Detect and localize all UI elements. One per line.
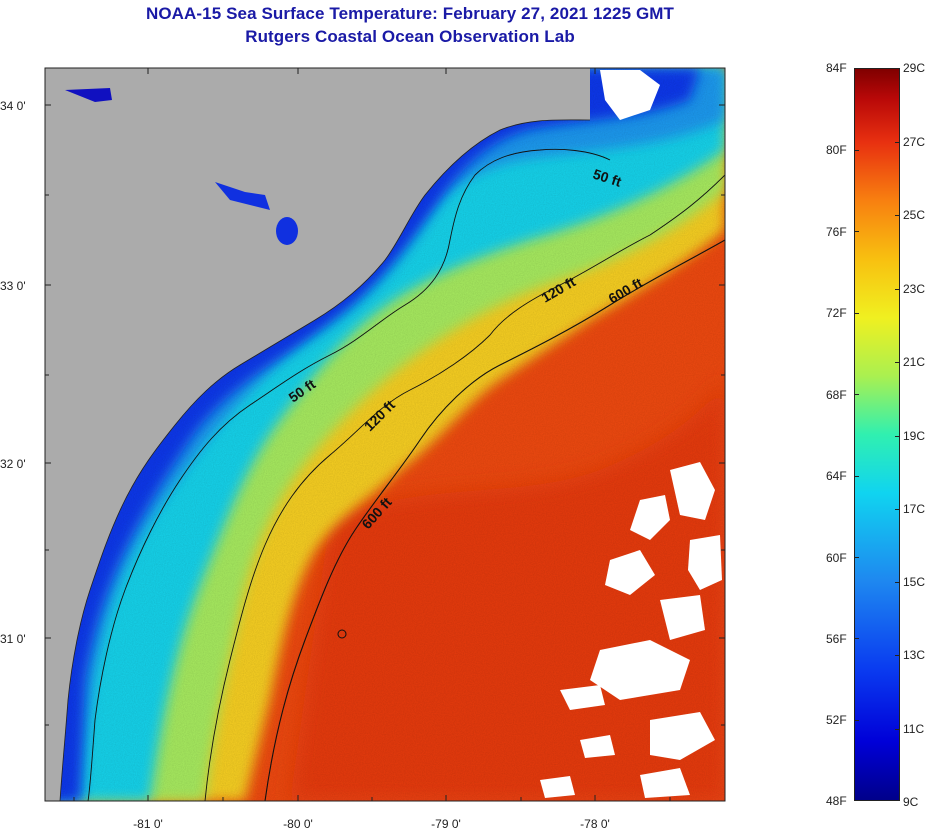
inland-lake: [276, 217, 298, 245]
cbar-f-label: 60F: [826, 551, 847, 565]
lon-label: -81 0': [133, 817, 163, 831]
cbar-f-label: 84F: [826, 61, 847, 75]
cbar-c-label: 15C: [903, 575, 926, 589]
cbar-tick: [854, 231, 859, 232]
cbar-tick: [895, 215, 900, 216]
map-subtitle: Rutgers Coastal Ocean Observation Lab: [245, 27, 575, 46]
cbar-tick: [895, 655, 900, 656]
cbar-tick: [895, 362, 900, 363]
cbar-f-label: 68F: [826, 388, 847, 402]
cbar-tick: [854, 557, 859, 558]
latitude-axis: 34 0' 33 0' 32 0' 31 0': [0, 99, 725, 726]
cbar-c-label: 9C: [903, 795, 919, 809]
lat-label: 34 0': [0, 99, 26, 113]
contour-600ft: [264, 239, 725, 801]
inland-lake: [65, 88, 112, 102]
cbar-tick: [895, 289, 900, 290]
cbar-f-label: 52F: [826, 713, 847, 727]
cbar-tick: [895, 582, 900, 583]
cbar-c-label: 11C: [903, 722, 925, 736]
cbar-c-label: 29C: [903, 61, 926, 75]
lon-label: -79 0': [431, 817, 461, 831]
map-title: NOAA-15 Sea Surface Temperature: Februar…: [145, 4, 675, 23]
cbar-tick: [854, 394, 859, 395]
cbar-c-label: 13C: [903, 648, 926, 662]
lon-label: -80 0': [283, 817, 313, 831]
temperature-colorbar: [854, 68, 900, 801]
cbar-tick: [895, 509, 900, 510]
cbar-c-label: 27C: [903, 135, 926, 149]
cbar-c-label: 17C: [903, 502, 926, 516]
cbar-c-label: 19C: [903, 429, 926, 443]
cbar-tick: [854, 720, 859, 721]
cbar-tick: [895, 729, 900, 730]
land-mass-top: [45, 68, 590, 801]
lon-label: -78 0': [580, 817, 610, 831]
cbar-f-label: 80F: [826, 143, 847, 157]
cbar-f-label: 56F: [826, 632, 847, 646]
coastline: [59, 119, 591, 801]
cbar-f-label: 64F: [826, 469, 847, 483]
contour-50ft: [87, 148, 611, 801]
cbar-f-label: 48F: [826, 794, 847, 808]
cbar-tick: [895, 436, 900, 437]
cbar-c-label: 23C: [903, 282, 926, 296]
contour-ring: [337, 629, 347, 639]
lat-label: 33 0': [0, 279, 26, 293]
cbar-tick: [854, 476, 859, 477]
longitude-axis: -81 0' -80 0' -79 0' -78 0': [73, 68, 671, 831]
cbar-tick: [895, 142, 900, 143]
cbar-f-label: 76F: [826, 225, 847, 239]
inland-lake: [215, 182, 270, 210]
map-plot-area: [45, 68, 725, 801]
cbar-c-label: 25C: [903, 208, 926, 222]
cbar-tick: [854, 150, 859, 151]
cloud-mask: [540, 70, 722, 798]
cbar-tick: [854, 313, 859, 314]
cbar-f-label: 72F: [826, 306, 847, 320]
lat-label: 32 0': [0, 457, 26, 471]
lat-label: 31 0': [0, 632, 26, 646]
contour-120ft: [204, 174, 725, 801]
cbar-tick: [854, 638, 859, 639]
map-frame: [44, 67, 726, 802]
cbar-c-label: 21C: [903, 355, 926, 369]
